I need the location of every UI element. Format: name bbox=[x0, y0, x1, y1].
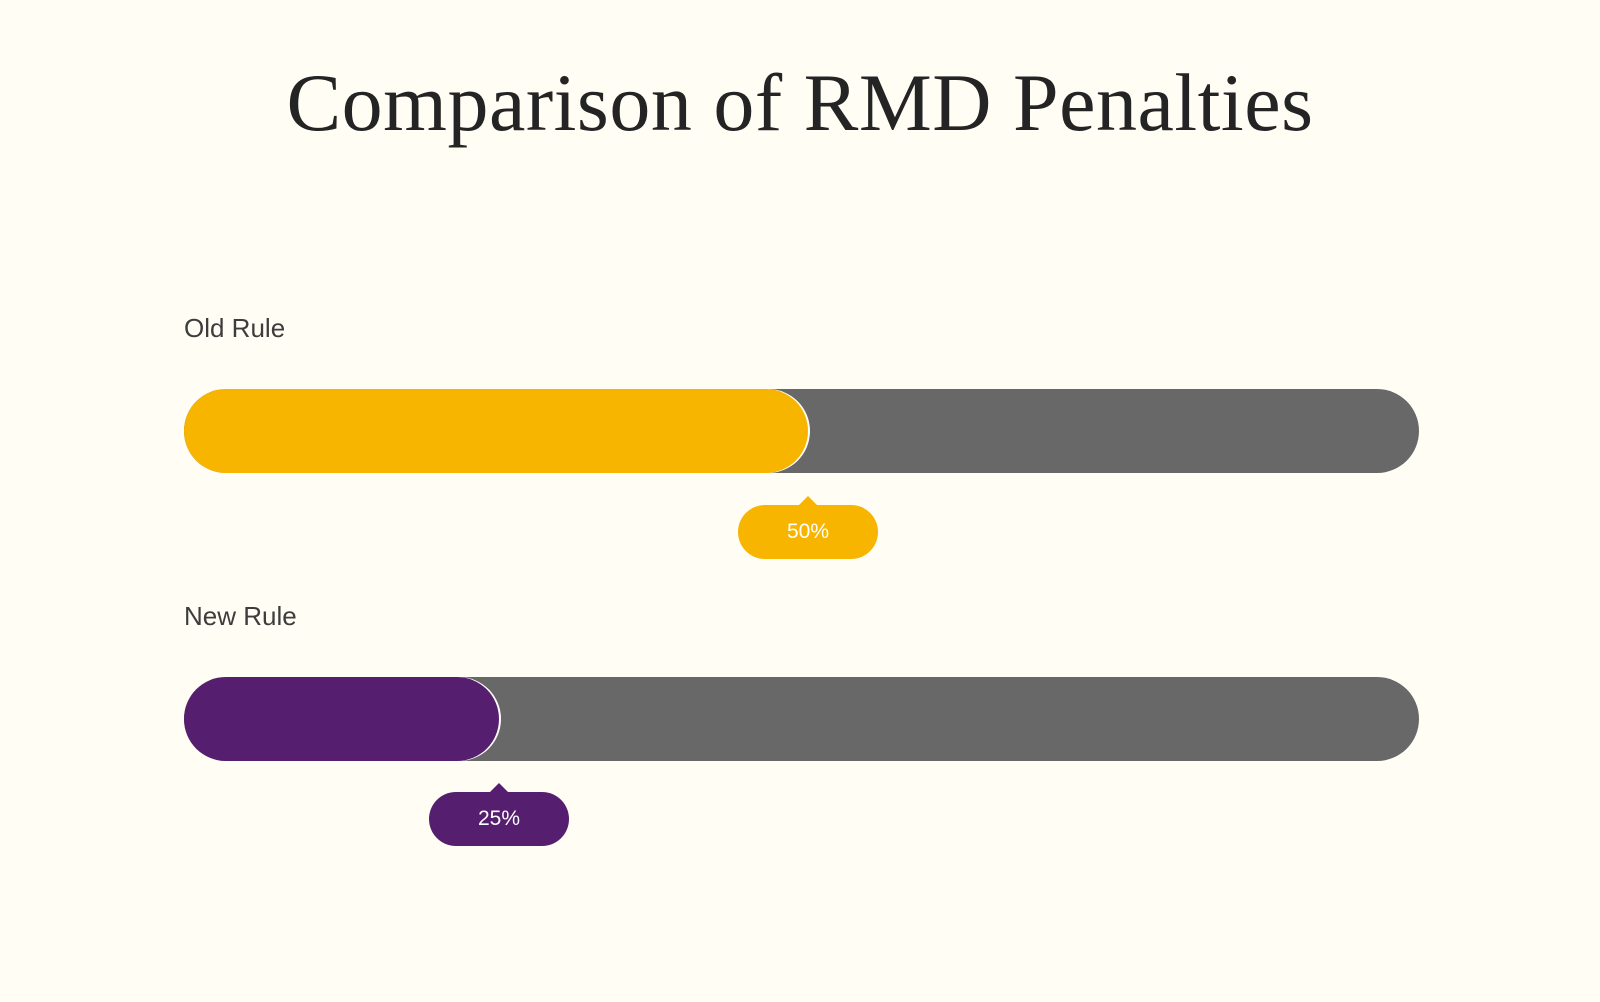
value-badge-old-rule: 50% bbox=[738, 496, 878, 559]
row-label-old-rule: Old Rule bbox=[184, 313, 286, 343]
chart-title: Comparison of RMD Penalties bbox=[286, 57, 1314, 148]
value-badge-new-rule: 25% bbox=[429, 783, 569, 846]
bar-track-old-rule bbox=[184, 389, 1419, 473]
bar-fill-old-rule bbox=[184, 389, 808, 473]
row-label-new-rule: New Rule bbox=[184, 601, 297, 631]
bar-fill-new-rule bbox=[184, 677, 499, 761]
bar-track-new-rule bbox=[184, 677, 1419, 761]
